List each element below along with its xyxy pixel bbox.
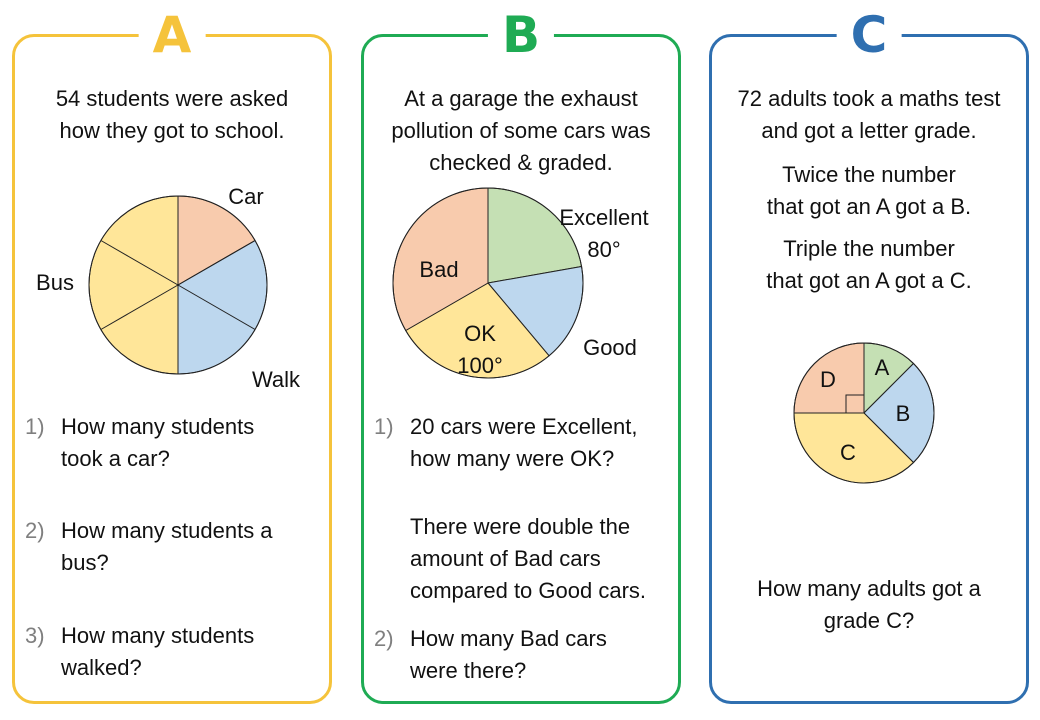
statement-line: that got an A got a C.: [766, 268, 972, 293]
question-number: 3): [25, 623, 45, 648]
statement-line: that got an A got a B.: [766, 194, 972, 219]
question-number: 1): [25, 414, 45, 439]
panel-c: C 72 adults took a maths test and got a …: [709, 5, 1029, 704]
pie-chart-c: AB C D: [793, 342, 935, 484]
question-line: grade C?: [823, 608, 915, 633]
pie-outline: [793, 342, 935, 484]
pie-outline: [88, 195, 268, 375]
panel-c-statement-1: Twice the number that got an A got a B.: [712, 159, 1026, 223]
slice-label-b: B: [896, 401, 911, 426]
panel-a-intro-line-2: how they got to school.: [59, 118, 285, 143]
pie-chart-a: Car Walk Bus: [36, 184, 301, 392]
question-number: 2): [25, 518, 45, 543]
question-a-3: 3) How many students walked?: [25, 620, 321, 684]
panel-a-intro-line-1: 54 students were asked: [55, 86, 289, 111]
panel-c-intro: 72 adults took a maths test and got a le…: [712, 83, 1026, 147]
panel-a-letter: A: [138, 5, 206, 65]
slice-angle-ok: 100°: [457, 353, 503, 378]
question-number: 1): [374, 414, 394, 439]
panel-b-intro: At a garage the exhaust pollution of som…: [364, 83, 678, 179]
pie-division-line: [177, 240, 256, 286]
question-text: How many students took a car?: [61, 414, 255, 471]
slice-label-c: C: [840, 440, 856, 465]
slice-label-walk: Walk: [252, 367, 301, 392]
slice-label-bus: Bus: [36, 270, 74, 295]
panel-b-intro-line-1: At a garage the exhaust: [404, 86, 638, 111]
panel-c-statement-2: Triple the number that got an A got a C.: [712, 233, 1026, 297]
question-text: 20 cars were Excellent, how many were OK…: [410, 414, 638, 471]
slice-label-d: D: [820, 367, 836, 392]
slice-label-good: Good: [583, 335, 637, 360]
statement-b: There were double the amount of Bad cars…: [374, 511, 670, 607]
question-a-1: 1) How many students took a car?: [25, 411, 321, 475]
panel-c-question: How many adults got a grade C?: [712, 573, 1026, 637]
panel-a-intro: 54 students were asked how they got to s…: [15, 83, 329, 147]
panel-c-intro-line-1: 72 adults took a maths test: [737, 86, 1001, 111]
pie-division-line: [100, 240, 179, 286]
question-line: How many adults got a: [757, 576, 981, 601]
question-text: How many students walked?: [61, 623, 255, 680]
panel-b-letter: B: [487, 5, 555, 65]
panel-b-intro-line-2: pollution of some cars was: [391, 118, 651, 143]
question-a-2: 2) How many students a bus?: [25, 515, 321, 579]
question-b-2: 2) How many Bad cars were there?: [374, 623, 670, 687]
question-text: There were double the amount of Bad cars…: [410, 514, 647, 603]
slice-label-excellent: Excellent: [559, 205, 648, 230]
question-b-1: 1) 20 cars were Excellent, how many were…: [374, 411, 670, 475]
question-text: How many Bad cars were there?: [410, 626, 607, 683]
slice-label-ok: OK: [464, 321, 496, 346]
pie-outline: [392, 187, 584, 379]
slice-label-car: Car: [228, 184, 263, 209]
panel-c-letter: C: [836, 5, 902, 65]
pie-division-line: [177, 284, 256, 330]
statement-line: Twice the number: [782, 162, 956, 187]
statement-line: Triple the number: [783, 236, 955, 261]
pie-slice-bus: [88, 195, 179, 375]
pie-chart-b: Excellent 80° Good OK 100° Bad: [392, 187, 649, 379]
panel-a: A 54 students were asked how they got to…: [12, 5, 332, 704]
question-number: 2): [374, 626, 394, 651]
panel-c-intro-line-2: and got a letter grade.: [761, 118, 977, 143]
panel-b-intro-line-3: checked & graded.: [429, 150, 613, 175]
slice-label-bad: Bad: [419, 257, 458, 282]
slice-label-a: A: [875, 355, 890, 380]
panel-b: B At a garage the exhaust pollution of s…: [361, 5, 681, 704]
pie-division-line: [100, 284, 179, 330]
slice-angle-excellent: 80°: [587, 237, 620, 262]
right-angle-marker: [845, 394, 864, 413]
question-text: How many students a bus?: [61, 518, 273, 575]
